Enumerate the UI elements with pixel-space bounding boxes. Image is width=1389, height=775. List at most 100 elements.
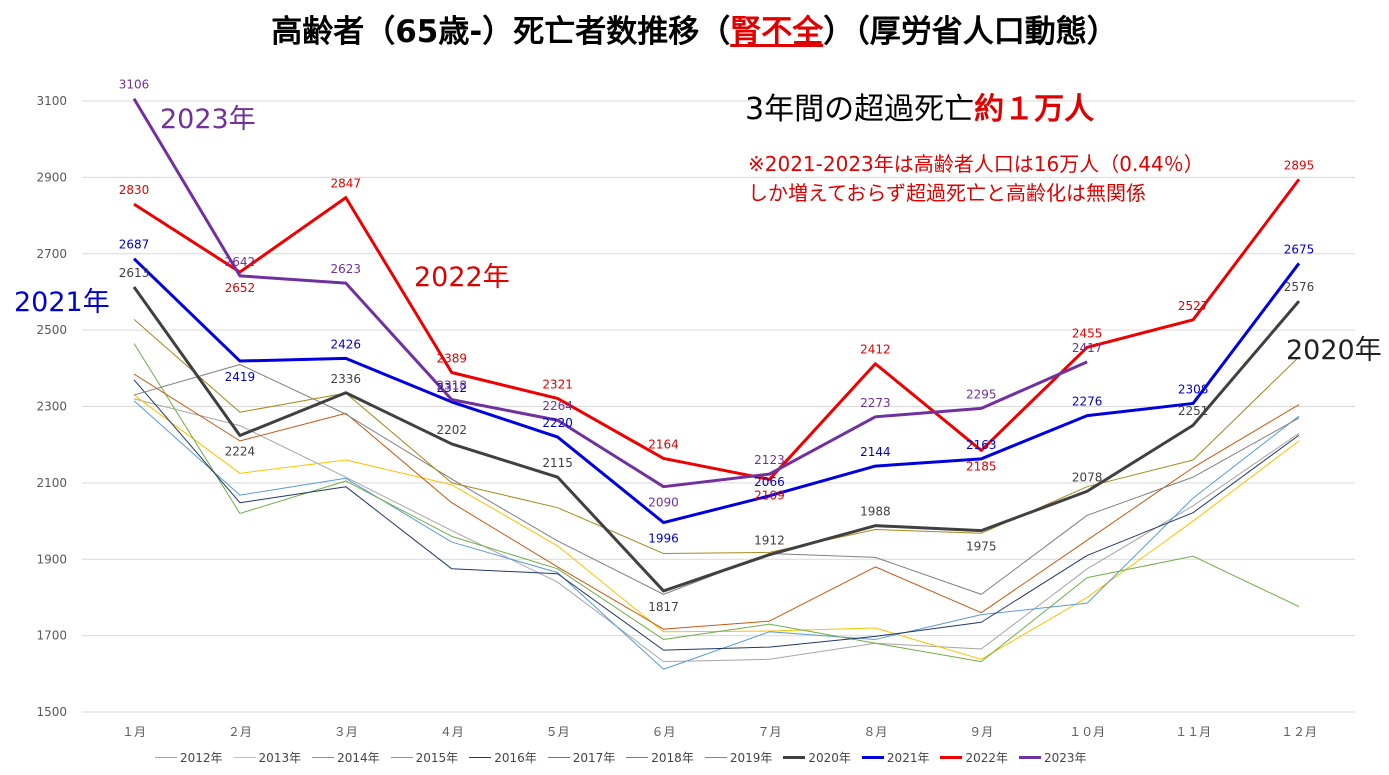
y-tick-label: 2300 [36,400,67,414]
data-label: 2687 [119,238,150,252]
legend-label: 2017年 [572,750,616,765]
legend-label: 2019年 [729,750,773,765]
data-label: 2412 [860,343,891,357]
y-tick-label: 2100 [36,476,67,490]
data-label: 2642 [225,255,256,269]
chart-title: 高齢者（65歳-）死亡者数推移（腎不全）（厚労省人口動態） [0,6,1389,51]
title-highlight: 腎不全 [730,14,824,50]
data-label: 2109 [754,488,785,502]
data-label: 2066 [754,475,785,489]
legend-label: 2012年 [180,750,223,765]
legend-swatch [704,756,727,758]
data-label: 1912 [754,534,785,548]
data-label: 2115 [542,456,573,470]
data-label: 2163 [966,438,997,452]
legend-label: 2013年 [258,750,302,765]
legend-swatch [390,756,413,758]
x-tick-label: １０月 [1069,725,1105,739]
series-line-2021年 [132,257,1301,525]
data-label: 2264 [542,399,573,413]
legend-label: 2021年 [886,750,930,765]
legend-item: 2013年 [233,749,302,766]
y-tick-label: 1700 [36,629,67,643]
legend-swatch [233,756,256,758]
y-tick-label: 3100 [36,94,67,108]
legend: 2012年 2013年 2014年 2015年 2016年 2017年 2018年 2019年… [155,748,1098,766]
legend-swatch [861,755,884,759]
x-tick-label: ８月 [863,725,887,739]
y-tick-label: 2700 [36,247,67,261]
data-label: 2455 [1072,326,1103,340]
data-label: 2321 [542,377,573,391]
data-label: 2164 [648,437,679,451]
excess-death-value: 約１万人 [974,92,1095,127]
legend-label: 2018年 [651,750,694,765]
series-line-2023年 [132,97,1088,489]
legend-swatch [312,756,335,758]
data-label: 2144 [860,445,891,459]
data-label: 2675 [1284,242,1315,256]
data-label: 2652 [225,281,256,295]
data-label: 2419 [225,370,256,384]
excess-death-annotation: 3年間の超過死亡約１万人 [745,84,1094,128]
legend-swatch [783,755,806,759]
data-label: 2613 [119,266,150,280]
legend-item: 2015年 [390,749,459,766]
series-line-2017年 [133,373,1300,630]
title-suffix: ）（厚労省人口動態） [823,14,1118,50]
y-tick-label: 2500 [36,323,67,337]
x-tick-label: ３月 [334,725,358,739]
legend-item: 2021年 [861,749,930,766]
x-axis: １月 ２月 ３月 ４月 ５月 ６月 ７月 ８月 ９月 １０月 １１月 １２月 [122,725,1317,739]
x-tick-label: ２月 [228,725,252,739]
data-label: 1975 [966,540,997,554]
data-label: 2318 [436,379,467,393]
data-label: 2426 [331,337,362,351]
legend-swatch [1019,755,1042,759]
legend-item: 2018年 [626,749,694,766]
data-label: 2185 [966,459,997,473]
data-label: 1996 [648,532,679,546]
x-tick-label: ６月 [652,725,676,739]
data-label: 1817 [648,600,679,614]
legend-item: 2014年 [312,749,380,766]
series-line-2013年 [133,394,1300,660]
legend-swatch [626,756,649,758]
x-tick-label: ７月 [757,725,781,739]
legend-item: 2016年 [469,749,537,766]
y-tick-label: 1500 [36,705,67,719]
data-label: 2276 [1072,395,1103,409]
series-tag-2021: 2021年 [14,287,110,318]
series-line-2020年 [132,286,1301,593]
series-line-2016年 [133,379,1300,651]
data-label: 2830 [119,183,150,197]
data-label: 3106 [119,78,150,92]
x-tick-label: ９月 [969,725,993,739]
data-label: 2090 [648,496,679,510]
population-note-line1: ※2021-2023年は高齢者人口は16万人（0.44％） [748,152,1204,176]
data-label: 2312 [436,381,467,395]
series-tag-2022: 2022年 [414,262,510,293]
series-tag-2023: 2023年 [160,104,256,135]
data-label: 2224 [225,445,256,459]
series-line-2022年 [133,178,1301,481]
data-label: 2295 [966,387,997,401]
excess-death-text: 3年間の超過死亡 [745,92,975,127]
legend-item: 2012年 [155,749,223,766]
x-tick-label: １１月 [1175,725,1211,739]
grid-lines [82,100,1355,713]
data-label: 2273 [860,396,891,410]
data-label: 2417 [1072,341,1103,355]
data-labels: 2613 2224 2336 2202 2115 1817 1912 1988 1975 2078… [119,78,1315,614]
data-label: 2078 [1072,470,1103,484]
legend-label: 2015年 [415,750,459,765]
legend-swatch [940,755,963,759]
data-label: 2123 [754,453,785,467]
legend-item: 2019年 [704,749,773,766]
series-tag-2020: 2020年 [1286,335,1382,366]
legend-item: 2020年 [783,749,851,766]
series-line-2012年 [133,398,1300,663]
data-label: 2576 [1284,280,1315,294]
y-tick-label: 2900 [36,170,67,184]
series-lines [132,97,1301,670]
